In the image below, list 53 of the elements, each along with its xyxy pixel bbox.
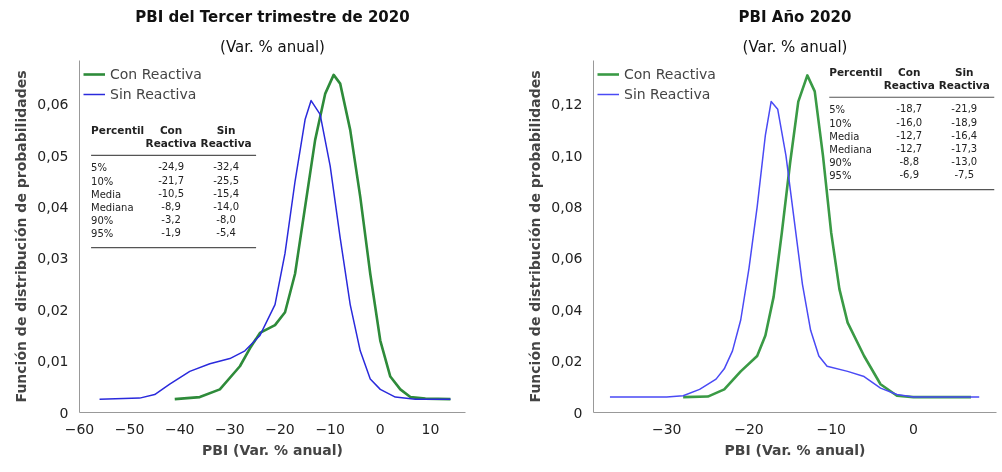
y-tick-label: 0,06 bbox=[551, 250, 583, 267]
legend-label: Con Reactiva bbox=[110, 66, 202, 82]
text: 5% -24,9 -32,4 bbox=[91, 161, 240, 174]
text: Media -10,5 -15,4 bbox=[91, 187, 240, 200]
x-tick-label: −50 bbox=[114, 420, 145, 437]
y-tick-label: 0,04 bbox=[551, 301, 583, 318]
y-tick-label: 0 bbox=[59, 404, 69, 421]
chart-subtitle: (Var. % anual) bbox=[742, 37, 848, 56]
y-tick-label: 0,02 bbox=[37, 301, 69, 318]
text: 10% -21,7 -25,5 bbox=[91, 174, 240, 187]
text: 95% -1,9 -5,4 bbox=[91, 227, 236, 240]
y-tick-label: 0,02 bbox=[551, 353, 583, 370]
x-tick-label: −20 bbox=[265, 420, 295, 437]
y-tick-label: 0,06 bbox=[37, 96, 69, 113]
text: Percentil Con Reactiva Sin Reactiva bbox=[91, 123, 252, 150]
text: 5% -18,7 -21,9 bbox=[829, 103, 978, 116]
y-tick-label: 0,04 bbox=[37, 198, 69, 215]
text: 90% -8,8 -13,0 bbox=[829, 156, 978, 169]
y-axis-title: Función de distribución de probabilidades bbox=[13, 70, 30, 403]
x-tick-label: −20 bbox=[734, 420, 764, 437]
text: 95% -6,9 -7,5 bbox=[829, 169, 975, 182]
x-tick-label: 10 bbox=[421, 420, 440, 437]
legend-label: Sin Reactiva bbox=[624, 86, 711, 102]
y-tick-label: 0,08 bbox=[551, 198, 583, 215]
x-tick-label: −30 bbox=[651, 420, 682, 437]
line-series bbox=[609, 100, 980, 398]
y-tick-label: 0,10 bbox=[551, 147, 583, 164]
text: Percentil Con Reactiva Sin Reactiva bbox=[829, 65, 990, 91]
text: Mediana -8,9 -14,0 bbox=[91, 200, 240, 213]
chart-title: PBI Año 2020 bbox=[738, 7, 852, 26]
text: Media -12,7 -16,4 bbox=[829, 129, 978, 142]
y-tick-label: 0,12 bbox=[551, 96, 583, 113]
x-tick-label: 0 bbox=[375, 420, 385, 437]
x-tick-label: −60 bbox=[64, 420, 95, 437]
x-axis-title: PBI (Var. % anual) bbox=[724, 441, 866, 458]
x-tick-label: 0 bbox=[908, 420, 918, 437]
text: 10% -16,0 -18,9 bbox=[829, 116, 978, 129]
x-axis-title: PBI (Var. % anual) bbox=[202, 441, 343, 458]
chart-subtitle: (Var. % anual) bbox=[220, 37, 325, 56]
y-tick-label: 0,01 bbox=[37, 353, 69, 370]
x-tick-label: −30 bbox=[215, 420, 245, 437]
legend-label: Con Reactiva bbox=[624, 66, 716, 82]
y-tick-label: 0 bbox=[573, 404, 583, 421]
chart-title: PBI del Tercer trimestre de 2020 bbox=[135, 7, 410, 26]
x-tick-label: −40 bbox=[164, 420, 195, 437]
y-tick-label: 0,05 bbox=[37, 147, 69, 164]
y-tick-label: 0,03 bbox=[37, 250, 69, 267]
text: Mediana -12,7 -17,3 bbox=[829, 142, 978, 155]
legend-label: Sin Reactiva bbox=[110, 86, 197, 102]
y-axis-title: Función de distribución de probabilidades bbox=[527, 70, 544, 403]
x-tick-label: −10 bbox=[816, 420, 846, 437]
text: 90% -3,2 -8,0 bbox=[91, 214, 236, 227]
x-tick-label: −10 bbox=[315, 420, 345, 437]
